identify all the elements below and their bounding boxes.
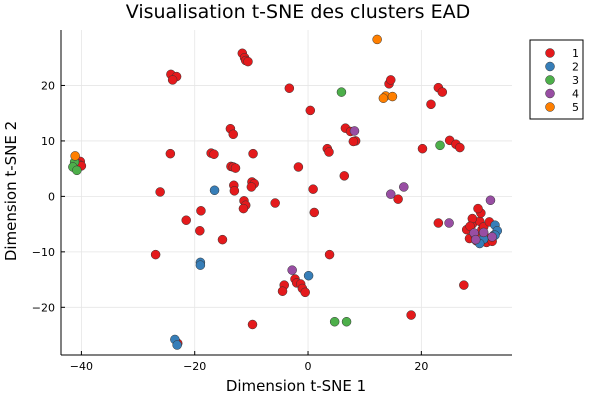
data-point-series-1 (217, 234, 228, 245)
axis-layer: −40 −20 0 20 −20 −10 0 10 20 (32, 30, 512, 373)
data-point-series-1 (437, 87, 448, 97)
y-tick-label: 10 (41, 135, 55, 148)
data-point-series-1 (228, 129, 238, 140)
data-point-series-1 (230, 163, 241, 173)
data-point-series-1 (473, 203, 483, 214)
legend-label-4: 4 (572, 88, 579, 101)
data-point-series-1 (309, 207, 320, 218)
data-point-series-1 (406, 310, 416, 320)
data-point-series-1 (308, 184, 318, 194)
data-point-series-1 (459, 280, 469, 290)
data-point-series-2 (195, 260, 206, 270)
data-point-series-3 (435, 140, 445, 151)
data-point-series-2 (209, 185, 220, 196)
data-point-series-1 (167, 75, 178, 85)
data-point-series-3 (336, 87, 347, 97)
data-point-series-2 (172, 340, 182, 350)
data-point-series-4 (470, 234, 481, 245)
data-point-series-1 (246, 182, 257, 192)
data-point-series-1 (277, 286, 288, 296)
data-point-series-1 (324, 147, 334, 157)
data-point-series-1 (293, 162, 304, 172)
data-point-series-1 (247, 319, 258, 330)
data-point-series-1 (270, 198, 280, 208)
data-point-series-1 (229, 186, 240, 196)
data-point-series-4 (399, 182, 409, 192)
legend-label-1: 1 (572, 47, 579, 60)
y-tick-label: −20 (32, 301, 55, 314)
grid-layer (61, 30, 512, 355)
data-point-series-5 (70, 151, 80, 161)
data-point-series-1 (155, 187, 165, 197)
legend-marker-2 (545, 61, 555, 72)
data-point-series-2 (303, 270, 314, 281)
data-point-series-3 (329, 316, 340, 327)
data-point-series-4 (487, 232, 497, 242)
data-point-series-4 (386, 189, 396, 199)
legend-marker-5 (545, 102, 555, 112)
data-point-series-1 (181, 215, 191, 225)
data-point-series-1 (209, 149, 219, 159)
y-tick-label: 0 (48, 190, 55, 203)
data-point-series-5 (378, 93, 389, 103)
data-point-series-1 (386, 75, 396, 85)
data-point-series-1 (248, 148, 258, 159)
x-tick-label: 20 (414, 360, 428, 373)
points-layer (68, 34, 503, 350)
data-point-series-1 (195, 226, 205, 236)
legend-marker-4 (545, 88, 555, 99)
data-point-series-1 (433, 218, 444, 228)
data-point-series-1 (165, 148, 176, 159)
data-point-series-1 (417, 143, 428, 154)
y-tick-label: −10 (32, 246, 55, 259)
x-tick-label: −40 (70, 360, 93, 373)
data-point-series-4 (287, 265, 297, 275)
data-point-series-1 (238, 203, 249, 214)
y-axis-label: Dimension t-SNE 2 (2, 121, 20, 261)
chart-title: Visualisation t-SNE des clusters EAD (126, 1, 470, 23)
data-point-series-1 (339, 171, 350, 181)
data-point-series-1 (243, 56, 253, 67)
data-point-series-1 (305, 105, 316, 116)
legend-box (529, 39, 584, 120)
data-point-series-5 (372, 34, 382, 45)
data-point-series-3 (341, 316, 352, 327)
data-point-series-1 (393, 194, 403, 204)
data-point-series-4 (349, 126, 360, 136)
y-tick-label: 20 (41, 79, 55, 92)
data-point-series-1 (455, 142, 465, 153)
x-tick-label: −20 (183, 360, 206, 373)
data-point-series-1 (150, 249, 161, 260)
legend-label-3: 3 (572, 74, 579, 87)
data-point-series-1 (348, 136, 359, 147)
data-point-series-4 (444, 218, 454, 228)
data-point-series-4 (478, 227, 489, 238)
data-point-series-1 (324, 249, 335, 260)
data-point-series-4 (485, 195, 496, 206)
x-axis-label: Dimension t-SNE 1 (226, 377, 366, 395)
legend-marker-1 (545, 48, 555, 58)
data-point-series-3 (72, 165, 82, 176)
legend-label-2: 2 (572, 61, 579, 74)
data-point-series-5 (387, 91, 398, 102)
x-tick-label: 0 (305, 360, 312, 373)
data-point-series-1 (300, 287, 310, 298)
legend-marker-3 (545, 75, 555, 85)
data-point-series-1 (426, 99, 436, 110)
legend-label-5: 5 (572, 101, 579, 114)
data-point-series-1 (196, 206, 206, 216)
data-point-series-1 (284, 83, 295, 93)
